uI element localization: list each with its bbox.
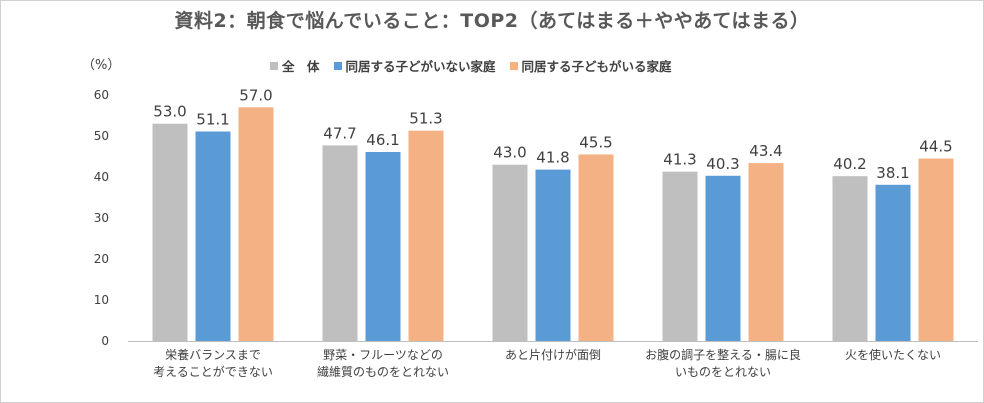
bar <box>152 123 188 341</box>
bar-value-label: 46.1 <box>366 131 399 149</box>
legend-label-no-children: 同居する子どがいない家庭 <box>345 59 496 74</box>
y-tick-label: 30 <box>94 211 109 225</box>
legend-item-no-children: 同居する子どがいない家庭 <box>333 56 496 75</box>
legend-swatch-no-children <box>333 61 342 70</box>
bar-value-label: 47.7 <box>323 124 356 142</box>
bar <box>662 171 698 341</box>
legend-swatch-with-children <box>509 61 518 70</box>
legend-swatch-total <box>270 61 278 70</box>
y-axis-unit-label: （%） <box>82 58 121 73</box>
y-tick-label: 40 <box>94 170 109 184</box>
bar-value-label: 53.0 <box>153 103 186 121</box>
bar-value-label: 51.3 <box>409 110 442 128</box>
bar <box>832 176 868 341</box>
bar <box>918 158 954 341</box>
bar-value-label: 51.1 <box>196 110 229 128</box>
bar-value-label: 45.5 <box>579 133 612 151</box>
bar-value-label: 41.8 <box>536 149 569 167</box>
bar-value-label: 57.0 <box>239 86 272 104</box>
y-tick-label: 60 <box>94 88 109 102</box>
y-tick-label: 10 <box>94 293 109 307</box>
bar <box>365 151 401 341</box>
x-category-label: 野菜・フルーツなどの 繊維質のものをとれない <box>316 348 449 379</box>
bar <box>408 130 444 341</box>
x-category-label: 栄養バランスまで 考えることができない <box>153 348 273 379</box>
bar <box>535 169 571 341</box>
bar-value-label: 43.4 <box>749 142 782 160</box>
x-category-label: 火を使いたくない <box>844 348 941 362</box>
bar <box>322 145 358 341</box>
bar <box>705 175 741 341</box>
bar-value-label: 41.3 <box>663 151 696 169</box>
bar <box>875 184 911 341</box>
legend-label-total: 全 体 <box>282 59 320 74</box>
bar-value-label: 40.3 <box>706 155 739 173</box>
bar <box>238 107 274 341</box>
bar-value-label: 43.0 <box>493 144 526 162</box>
y-tick-label: 20 <box>94 252 109 266</box>
chart-title: 資料2：朝食で悩んでいること：TOP2（あてはまる＋ややあてはまる） <box>174 10 810 32</box>
bar-value-label: 38.1 <box>876 164 909 182</box>
legend-item-with-children: 同居する子どもがいる家庭 <box>509 56 672 75</box>
x-category-label: お腹の調子を整える・腸に良 いものをとれない <box>645 348 801 379</box>
y-tick-label: 0 <box>101 334 109 348</box>
bar <box>195 131 231 341</box>
legend-item-total: 全 体 <box>270 56 320 75</box>
bar <box>578 154 614 341</box>
y-tick-label: 50 <box>94 129 109 143</box>
legend-label-with-children: 同居する子どもがいる家庭 <box>521 59 672 74</box>
bar-value-label: 40.2 <box>833 155 866 173</box>
bar <box>748 163 784 341</box>
bar-value-label: 44.5 <box>919 138 952 156</box>
x-category-label: あと片付けが面倒 <box>504 348 601 362</box>
bar <box>492 164 528 341</box>
legend: 全 体 同居する子どがいない家庭 同居する子どもがいる家庭 <box>270 56 672 75</box>
